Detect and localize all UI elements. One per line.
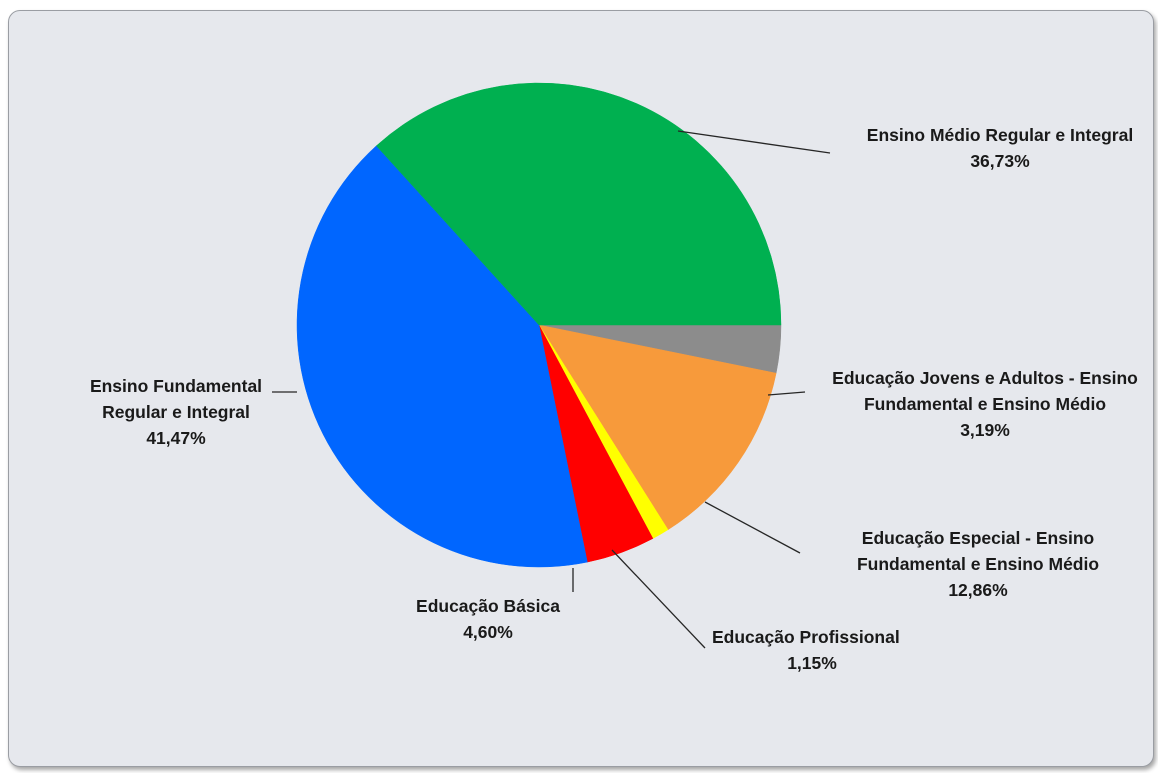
pie-slice: [376, 82, 782, 326]
leader-lines: [272, 130, 831, 649]
slice-labels: Educação Jovens e Adultos - Ensino Fundam…: [90, 125, 1138, 673]
slice-percent: 1,15%: [787, 653, 837, 673]
slice-percent: 36,73%: [970, 151, 1030, 171]
slice-name: Educação Jovens e Adultos - Ensino: [832, 368, 1138, 388]
slice-name: Regular e Integral: [102, 402, 250, 422]
pie-slices: [296, 82, 782, 568]
slice-name: Fundamental e Ensino Médio: [857, 554, 1099, 574]
slice-label: Educação Profissional 1,15%: [712, 627, 900, 673]
slice-name: Educação Especial - Ensino: [862, 528, 1094, 548]
slice-name: Educação Profissional: [712, 627, 900, 647]
slice-percent: 41,47%: [146, 428, 206, 448]
slice-label: Educação Básica 4,60%: [416, 596, 560, 642]
pie-slice: [538, 324, 777, 531]
pie-slice: [296, 145, 588, 568]
slice-percent: 3,19%: [960, 420, 1010, 440]
slice-percent: 4,60%: [463, 622, 513, 642]
leader-line: [611, 549, 706, 649]
slice-name: Ensino Fundamental: [90, 376, 262, 396]
leader-line: [677, 130, 831, 154]
slice-label: Ensino Fundamental Regular e Integral 41,4…: [90, 376, 262, 448]
slice-name: Educação Básica: [416, 596, 560, 616]
slice-label: Ensino Médio Regular e Integral 36,73%: [867, 125, 1133, 171]
leader-line: [704, 501, 801, 554]
leader-line: [767, 391, 806, 396]
slice-label: Educação Especial - Ensino Fundamental e …: [857, 528, 1099, 600]
slice-label: Educação Jovens e Adultos - Ensino Fundam…: [832, 368, 1138, 440]
slice-percent: 12,86%: [948, 580, 1008, 600]
slice-name: Ensino Médio Regular e Integral: [867, 125, 1133, 145]
slice-name: Fundamental e Ensino Médio: [864, 394, 1106, 414]
